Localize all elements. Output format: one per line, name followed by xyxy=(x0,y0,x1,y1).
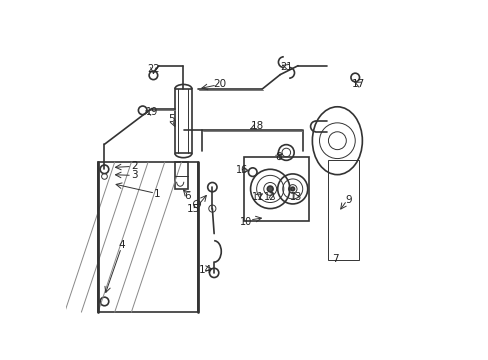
Text: 17: 17 xyxy=(351,79,364,89)
Circle shape xyxy=(267,186,272,192)
Text: 11: 11 xyxy=(251,192,264,202)
Text: 14: 14 xyxy=(199,265,212,275)
Text: 9: 9 xyxy=(345,195,352,204)
Text: 1: 1 xyxy=(153,189,160,199)
Circle shape xyxy=(290,187,294,191)
Text: 18: 18 xyxy=(250,121,263,131)
Text: 15: 15 xyxy=(187,204,200,214)
Text: 20: 20 xyxy=(213,78,226,89)
Text: 8: 8 xyxy=(275,152,282,162)
Text: 12: 12 xyxy=(263,192,276,202)
Text: 2: 2 xyxy=(131,161,138,171)
Text: 6: 6 xyxy=(183,191,190,201)
Text: 19: 19 xyxy=(145,107,158,117)
Bar xyxy=(98,162,198,312)
Text: 3: 3 xyxy=(131,170,138,180)
Text: 7: 7 xyxy=(332,254,338,264)
Text: 16: 16 xyxy=(235,165,247,175)
Bar xyxy=(175,89,192,153)
Bar xyxy=(244,157,308,221)
Text: 22: 22 xyxy=(147,64,159,74)
Text: 4: 4 xyxy=(118,240,124,250)
Bar xyxy=(175,162,188,189)
Text: 10: 10 xyxy=(240,217,252,227)
Text: 13: 13 xyxy=(289,192,301,202)
Bar xyxy=(328,160,358,260)
Text: 5: 5 xyxy=(168,113,175,123)
Text: 21: 21 xyxy=(280,62,292,72)
